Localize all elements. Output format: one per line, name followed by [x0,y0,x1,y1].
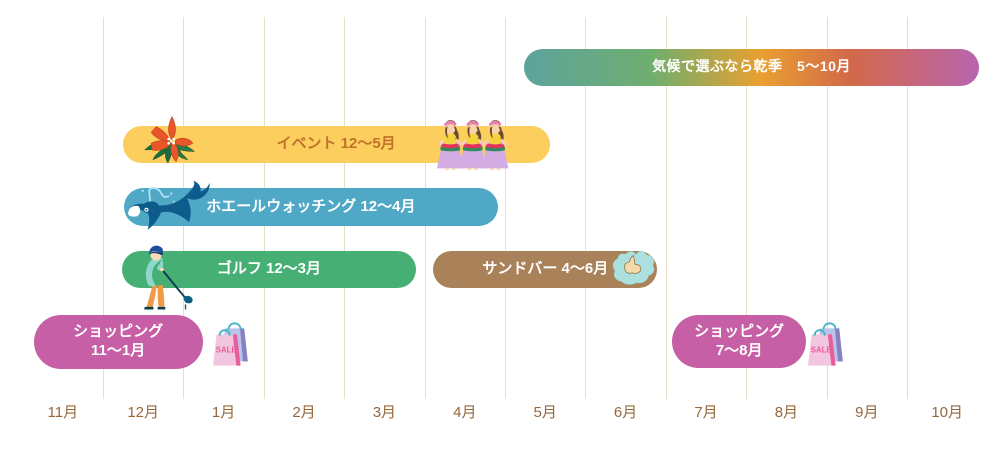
svg-text:SALE: SALE [811,345,832,354]
svg-text:SALE: SALE [216,345,237,354]
